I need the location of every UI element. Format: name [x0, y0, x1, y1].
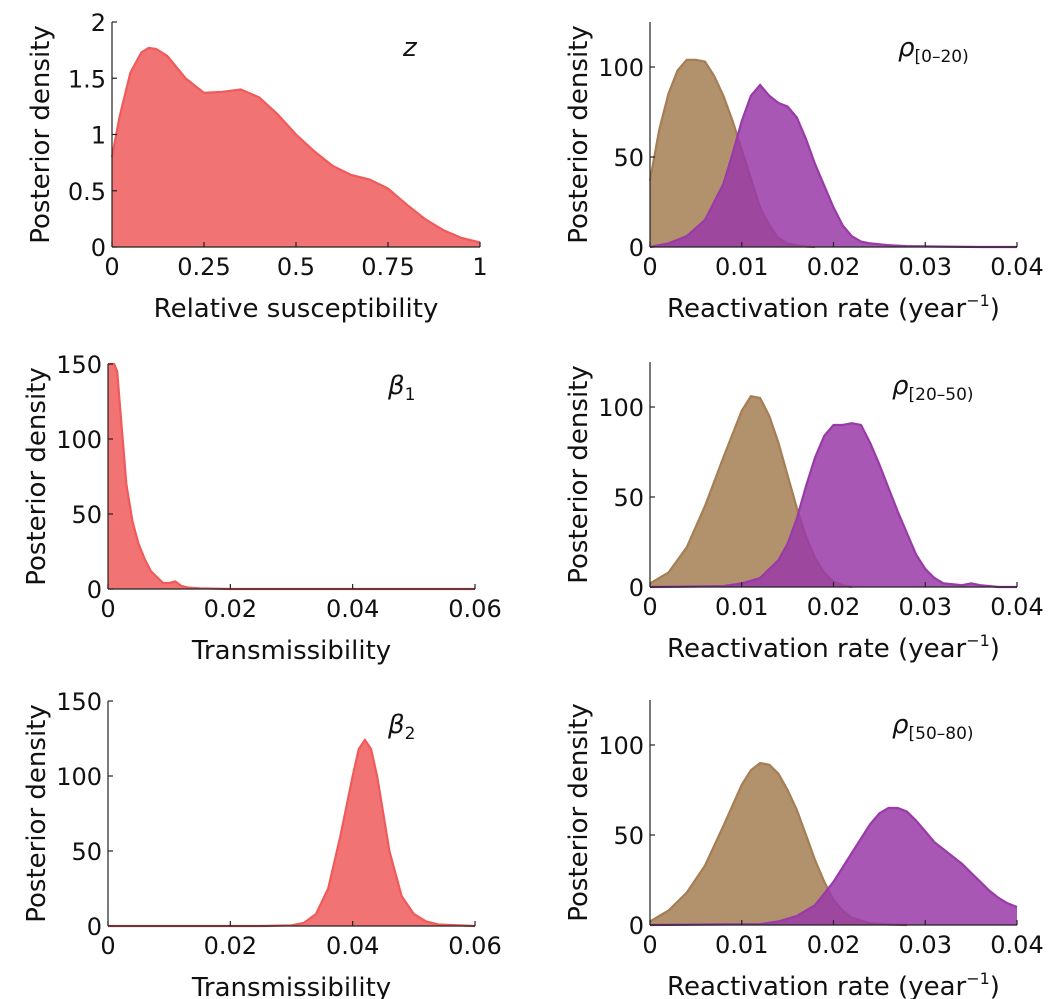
x-tick-label: 0.01 — [715, 931, 768, 959]
panel-1: 0 0.25 0.5 0.75 1 0 0.5 1 1.5 2 Relative susceptib… — [26, 9, 488, 324]
density-line-1 — [108, 362, 475, 591]
y-tick-label: 0 — [87, 913, 102, 941]
x-tick-label: 0.04 — [326, 932, 379, 960]
x-tick-label: 0.02 — [204, 595, 257, 623]
y-tick-label: 100 — [598, 732, 644, 760]
panel-4: 0 0.01 0.02 0.03 0.04 0 50 100 Reactivation rate… — [564, 362, 1044, 664]
y-axis-label: Posterior density — [564, 365, 594, 584]
panel-5: 0 0.02 0.04 0.06 0 50 100 150 Transmissibility Po… — [22, 688, 502, 999]
x-tick-label: 0.75 — [361, 253, 414, 281]
y-tick-label: 150 — [56, 688, 102, 716]
density-line-1 — [110, 46, 481, 244]
y-tick-label: 0 — [629, 574, 644, 602]
series-group — [110, 46, 481, 248]
x-tick-label: 0.04 — [990, 253, 1043, 281]
y-tick-label: 100 — [598, 394, 644, 422]
x-tick-label: 0.01 — [715, 253, 768, 281]
x-axis-label: Reactivation rate (year−1) — [667, 631, 1000, 664]
y-axis-label: Posterior density — [26, 25, 56, 244]
y-axis-label: Posterior density — [22, 704, 52, 923]
x-tick-label: 0.5 — [277, 253, 315, 281]
y-tick-label: 50 — [71, 501, 102, 529]
panel-3: 0 0.02 0.04 0.06 0 50 100 150 Transmissibility Po… — [22, 351, 502, 666]
x-tick-label: 0.06 — [448, 932, 501, 960]
x-tick-label: 0.04 — [990, 931, 1043, 959]
density-area-1 — [108, 740, 475, 926]
y-axis-label: Posterior density — [564, 25, 594, 244]
y-tick-label: 0.5 — [68, 178, 106, 206]
x-tick-label: 0 — [642, 931, 657, 959]
panel-label: β2 — [387, 710, 415, 744]
y-tick-label: 0 — [629, 234, 644, 262]
x-axis-label: Relative susceptibility — [154, 294, 439, 324]
density-area-1 — [112, 47, 480, 248]
x-tick-label: 0.02 — [204, 932, 257, 960]
density-area-2 — [650, 423, 1017, 587]
density-line-2 — [649, 422, 1017, 589]
y-axis-label: Posterior density — [22, 367, 52, 586]
series-group — [648, 58, 1017, 249]
panel-6: 0 0.01 0.02 0.03 0.04 0 50 100 Reactivation rate… — [564, 700, 1044, 999]
x-axis-label: Transmissibility — [191, 973, 391, 999]
panel-label: ρ[20–50) — [892, 371, 974, 405]
density-line-2 — [649, 806, 1018, 927]
panel-2: 0 0.01 0.02 0.03 0.04 0 50 100 Reactivation rate… — [564, 22, 1044, 324]
x-tick-label: 0.02 — [807, 931, 860, 959]
x-axis-label: Transmissibility — [191, 636, 391, 666]
density-area-2 — [650, 85, 1017, 247]
panel-label: ρ[50–80) — [892, 710, 974, 744]
x-tick-label: 1 — [472, 253, 487, 281]
x-tick-label: 0.06 — [448, 595, 501, 623]
y-tick-label: 100 — [598, 54, 644, 82]
x-tick-label: 0.04 — [990, 593, 1043, 621]
density-line-1 — [108, 738, 476, 928]
x-tick-label: 0.04 — [326, 595, 379, 623]
panel-label: z — [402, 33, 418, 63]
y-tick-label: 50 — [613, 144, 644, 172]
y-tick-label: 150 — [56, 351, 102, 379]
y-tick-label: 100 — [56, 426, 102, 454]
x-tick-label: 0.03 — [899, 253, 952, 281]
panel-label: ρ[0–20) — [898, 33, 969, 67]
y-tick-label: 100 — [56, 763, 102, 791]
x-tick-label: 0 — [642, 593, 657, 621]
density-line-2 — [649, 83, 1017, 249]
series-group — [108, 362, 475, 591]
y-tick-label: 2 — [91, 9, 106, 37]
y-tick-label: 50 — [613, 484, 644, 512]
series-group — [649, 761, 1018, 927]
x-axis-label: Reactivation rate (year−1) — [667, 969, 1000, 999]
x-tick-label: 0 — [642, 253, 657, 281]
y-axis-label: Posterior density — [564, 703, 594, 922]
x-tick-label: 0.02 — [807, 593, 860, 621]
panel-label: β1 — [387, 371, 415, 405]
x-tick-label: 0 — [104, 253, 119, 281]
series-group — [108, 738, 476, 928]
x-tick-label: 0.03 — [899, 593, 952, 621]
x-tick-label: 0 — [100, 595, 115, 623]
y-tick-label: 0 — [629, 912, 644, 940]
x-tick-label: 0.01 — [715, 593, 768, 621]
x-axis-label: Reactivation rate (year−1) — [667, 291, 1000, 324]
x-tick-label: 0 — [100, 932, 115, 960]
density-area-1 — [650, 763, 907, 925]
x-tick-label: 0.02 — [807, 253, 860, 281]
series-group — [649, 394, 1017, 589]
x-tick-label: 0.03 — [899, 931, 952, 959]
y-tick-label: 50 — [613, 822, 644, 850]
y-tick-label: 50 — [71, 838, 102, 866]
y-tick-label: 0 — [87, 576, 102, 604]
x-tick-label: 0.25 — [177, 253, 230, 281]
y-tick-label: 1.5 — [68, 65, 106, 93]
y-tick-label: 0 — [91, 234, 106, 262]
y-tick-label: 1 — [91, 122, 106, 150]
density-area-1 — [108, 364, 475, 589]
density-area-2 — [650, 808, 1017, 925]
